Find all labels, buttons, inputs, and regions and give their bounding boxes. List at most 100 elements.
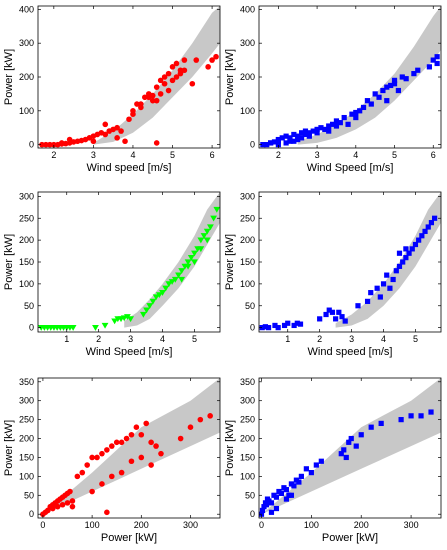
y-tick-label: 250	[19, 213, 34, 223]
chart-panel-1: 2 3 4 5 6 0 100 200 300 400 Wind speed [m/s] Power …	[3, 4, 221, 174]
data-point	[358, 432, 364, 438]
data-point	[287, 135, 293, 141]
data-point	[155, 292, 163, 299]
data-point	[43, 141, 49, 148]
data-point	[158, 450, 164, 457]
series-markers	[259, 215, 438, 331]
data-point	[336, 309, 342, 315]
y-tick-label: 200	[19, 235, 34, 245]
y-axis-label: Power [kW]	[224, 420, 236, 476]
data-point	[134, 101, 140, 107]
x-axis-label: Power [kW]	[101, 532, 157, 544]
data-point	[345, 121, 351, 127]
data-point	[323, 311, 329, 318]
data-point	[403, 246, 409, 252]
data-point	[152, 294, 160, 301]
data-point	[177, 70, 184, 77]
data-point	[279, 135, 285, 141]
data-point	[128, 431, 135, 438]
data-point	[143, 420, 150, 427]
data-point	[273, 505, 280, 512]
x-axis-label: Power [kW]	[322, 532, 378, 544]
data-point	[118, 469, 125, 476]
data-point	[157, 91, 164, 97]
y-tick-label: 0	[250, 509, 255, 519]
data-point	[104, 509, 110, 516]
data-point	[353, 443, 359, 449]
y-tick-label: 150	[240, 452, 255, 462]
data-point	[314, 130, 320, 136]
data-point	[396, 250, 403, 256]
y-tick-label: 400	[19, 4, 34, 14]
data-point	[173, 74, 180, 80]
x-tick-label: 300	[183, 520, 198, 530]
data-point	[384, 98, 390, 104]
data-point	[281, 322, 288, 329]
data-point	[333, 316, 339, 322]
data-point	[318, 125, 324, 131]
x-tick-label: 2	[96, 334, 101, 344]
data-point	[412, 241, 419, 248]
y-tick-label: 200	[19, 434, 34, 444]
data-point	[45, 507, 51, 514]
data-point	[372, 91, 378, 97]
series-markers	[259, 409, 434, 517]
data-point	[175, 272, 182, 279]
x-tick-label: 4	[130, 150, 135, 160]
data-point	[168, 279, 176, 285]
data-point	[346, 439, 352, 445]
x-tick-label: 6	[210, 150, 215, 160]
data-point	[92, 325, 99, 331]
data-point	[396, 263, 403, 269]
y-tick-label: 200	[19, 72, 34, 82]
data-point	[425, 224, 431, 230]
data-point	[178, 268, 186, 274]
data-point	[173, 60, 180, 67]
confidence-band	[297, 6, 441, 145]
data-point	[283, 487, 290, 493]
x-tick-label: 100	[85, 520, 100, 530]
data-point	[329, 309, 336, 315]
data-point	[391, 81, 398, 87]
data-point	[398, 417, 404, 423]
data-point	[283, 496, 290, 502]
y-tick-label: 50	[245, 490, 255, 500]
data-point	[165, 70, 172, 77]
data-point	[74, 473, 81, 480]
data-point	[259, 325, 265, 331]
data-point	[399, 74, 405, 80]
data-point	[99, 481, 105, 487]
data-point	[348, 435, 354, 442]
y-tick-label: 300	[240, 396, 255, 406]
data-point	[114, 124, 120, 131]
y-tick-label: 200	[240, 235, 255, 245]
data-point	[203, 237, 211, 244]
data-point	[58, 140, 65, 146]
y-tick-label: 150	[19, 257, 34, 267]
data-point	[333, 123, 340, 129]
data-point	[313, 462, 319, 468]
y-tick-label: 0	[250, 323, 255, 333]
data-point	[157, 77, 164, 84]
data-point	[285, 320, 291, 326]
data-point	[306, 133, 312, 139]
data-point	[322, 126, 328, 133]
data-point	[197, 246, 205, 253]
data-point	[406, 250, 412, 256]
data-point	[393, 268, 399, 274]
y-tick-label: 350	[240, 377, 255, 387]
y-axis-label: Power [kW]	[3, 49, 15, 105]
x-tick-label: 300	[404, 520, 419, 530]
data-point	[161, 80, 168, 87]
data-point	[395, 87, 402, 94]
data-point	[59, 501, 66, 508]
chart-panel-5: 0 100 200 300 0 50 100 150 200 250 300 350 Power [kW…	[3, 377, 221, 544]
data-point	[265, 325, 272, 331]
data-point	[415, 67, 421, 73]
data-point	[128, 458, 135, 465]
data-point	[113, 439, 120, 446]
data-point	[165, 87, 172, 94]
data-point	[138, 454, 145, 461]
